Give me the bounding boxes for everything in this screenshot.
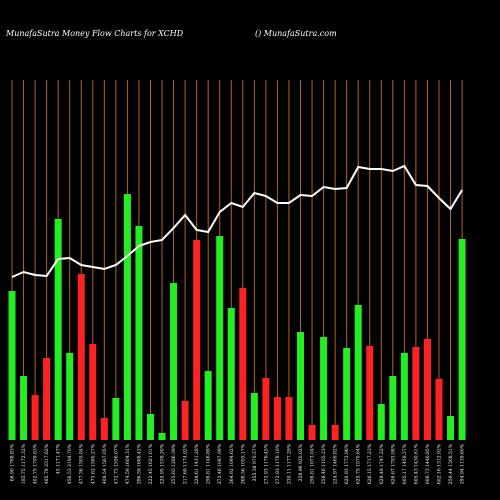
x-tick-label: 268.56 1055.17% bbox=[240, 443, 246, 484]
bar bbox=[89, 344, 97, 440]
bar bbox=[31, 395, 39, 440]
bar bbox=[435, 379, 443, 440]
bar bbox=[239, 288, 247, 440]
x-tick-label: 477.36 1505.84% bbox=[79, 443, 85, 484]
x-tick-label: 256.81 1073.04% bbox=[310, 443, 316, 484]
x-tick-label: 256.81 1146.89% bbox=[206, 443, 212, 484]
x-tick-label: 255.38 970.57% bbox=[252, 443, 258, 481]
x-tick-label: 473.62 1580.27% bbox=[90, 443, 96, 484]
x-tick-label: 185.75 1172.32% bbox=[21, 443, 27, 484]
bar bbox=[366, 346, 374, 440]
bar bbox=[112, 398, 120, 440]
bar bbox=[146, 414, 154, 440]
bar bbox=[20, 376, 28, 440]
bar bbox=[77, 274, 85, 440]
bar bbox=[54, 219, 62, 440]
bar bbox=[412, 347, 420, 440]
bar bbox=[158, 433, 166, 440]
bar bbox=[273, 397, 281, 440]
bar bbox=[204, 371, 212, 440]
x-tick-label: 272.46 1087.99% bbox=[217, 443, 223, 484]
x-tick-label: 286.59 1688.42% bbox=[136, 443, 142, 484]
bar bbox=[343, 348, 351, 440]
x-tick-label: 628.49 1747.22% bbox=[379, 443, 385, 484]
bar bbox=[123, 194, 131, 440]
bar bbox=[193, 240, 201, 440]
x-tick-label: 294.94 1139.60% bbox=[460, 443, 466, 484]
bar bbox=[135, 226, 143, 440]
bar bbox=[8, 291, 16, 440]
x-tick-label: 222.45 1621.01% bbox=[148, 443, 154, 484]
x-tick-label: 45 1171.47% bbox=[56, 443, 62, 474]
bar bbox=[447, 416, 455, 440]
x-tick-label: 259.44 1308.51% bbox=[448, 443, 454, 484]
bar bbox=[354, 305, 362, 440]
bar bbox=[66, 353, 74, 440]
bar bbox=[227, 308, 235, 440]
x-tick-label: 255.65 1286.39% bbox=[171, 443, 177, 484]
chart-subtitle: () MunafaSutra.com bbox=[255, 29, 337, 38]
x-tick-label: 272.93 1178.10% bbox=[275, 443, 281, 484]
x-tick-label: 258.96 920.02% bbox=[298, 443, 304, 481]
x-tick-label: 602.16 1312.92% bbox=[436, 443, 442, 484]
x-tick-label: 224.97 1469.82% bbox=[333, 443, 339, 484]
x-tick-label: 402.75 1709.83% bbox=[33, 443, 39, 484]
x-tick-label: 625.75 1570.64% bbox=[356, 443, 362, 484]
bar bbox=[216, 236, 224, 440]
bar bbox=[285, 397, 293, 440]
x-tick-label: 272.93 1176.45% bbox=[263, 443, 269, 484]
bar bbox=[331, 425, 339, 440]
line bbox=[11, 164, 463, 278]
bar bbox=[458, 239, 466, 440]
bar bbox=[423, 339, 431, 440]
bar bbox=[320, 337, 328, 440]
chart-title: MunafaSutra Money Flow Charts for XCHD bbox=[5, 29, 184, 38]
bar bbox=[43, 358, 51, 440]
x-tick-label: 230.11 1177.29% bbox=[286, 443, 292, 484]
bar bbox=[377, 404, 385, 440]
x-tick-label: 472.73 1556.07% bbox=[113, 443, 119, 484]
bar bbox=[297, 332, 304, 440]
x-tick-label: 220.95 1538.20% bbox=[160, 443, 166, 484]
x-tick-label: 620.93 1772.96% bbox=[344, 443, 350, 484]
bar bbox=[181, 401, 189, 440]
bar bbox=[100, 418, 108, 440]
x-tick-label: 217.69 1174.92% bbox=[183, 443, 189, 484]
x-tick-label: 626.67 1793.98% bbox=[390, 443, 396, 484]
x-tick-label: 626.15 1717.23% bbox=[367, 443, 373, 484]
x-tick-label: 456.53 2194.70% bbox=[67, 443, 73, 484]
x-tick-label: 605.17 1459.57% bbox=[402, 443, 408, 484]
bar bbox=[262, 378, 270, 440]
x-tick-label: 605.43 1430.61% bbox=[413, 443, 419, 484]
x-tick-label: 606.73 1446.85% bbox=[425, 443, 431, 484]
x-tick-label: 485.78 2317.82% bbox=[44, 443, 50, 484]
bar bbox=[170, 283, 178, 440]
bar bbox=[400, 353, 408, 440]
x-tick-label: 226.61 1431.28% bbox=[194, 443, 200, 484]
bar bbox=[308, 425, 316, 440]
x-tick-label: 474.59 1604.31% bbox=[125, 443, 131, 484]
bar bbox=[389, 376, 397, 440]
bar bbox=[250, 393, 258, 440]
x-tick-label: 258.46 1105.23% bbox=[321, 443, 327, 484]
x-tick-label: 409.54 1567.05% bbox=[102, 443, 108, 484]
x-tick-label: 264.92 1094.62% bbox=[229, 443, 235, 484]
x-tick-label: 66.90 1768.83% bbox=[10, 443, 16, 481]
